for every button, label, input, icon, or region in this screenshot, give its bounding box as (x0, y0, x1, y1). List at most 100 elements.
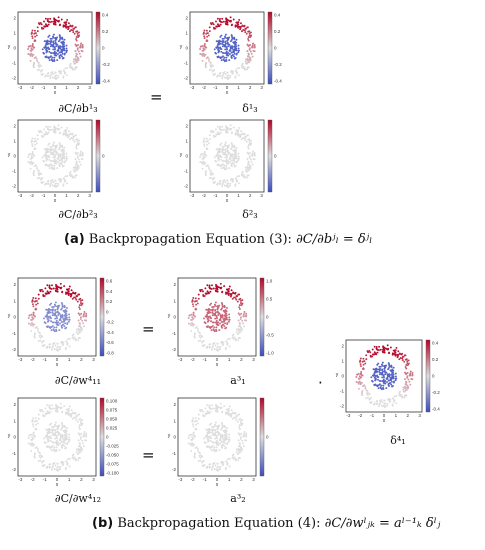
scatter-point (211, 314, 214, 317)
scatter-point (360, 381, 363, 384)
caption-b-label: (b) (92, 516, 114, 531)
scatter-point (359, 357, 362, 360)
colorbar-tick-label: -0.5 (266, 333, 274, 338)
scatter-point (47, 74, 50, 77)
scatter-point (194, 326, 197, 329)
scatter-point (214, 437, 217, 440)
scatter-point (49, 423, 51, 426)
scatter-point (46, 437, 49, 440)
scatter-point (221, 159, 224, 162)
scatter-point (216, 290, 219, 293)
scatter-point (32, 433, 35, 436)
caption-b-text: Backpropagation Equation (4): (117, 516, 321, 531)
scatter-point (203, 143, 206, 146)
scatter-point (34, 56, 37, 59)
scatter-point (75, 147, 78, 150)
scatter-point (55, 287, 57, 290)
scatter-point (219, 143, 222, 146)
scatter-point (66, 307, 68, 309)
scatter-point (242, 435, 245, 438)
scatter-point (56, 76, 59, 79)
scatter-point (235, 448, 238, 451)
scatter-point (200, 153, 202, 156)
scatter-point (376, 400, 379, 402)
scatter-point (57, 178, 60, 181)
scatter-point (54, 131, 57, 134)
scatter-point (64, 468, 67, 471)
scatter-point (373, 376, 376, 379)
scatter-point (221, 446, 224, 449)
scatter-point (215, 160, 218, 163)
scatter-point (40, 73, 43, 76)
scatter-point (56, 308, 59, 311)
scatter-point (46, 404, 49, 407)
scatter-point (208, 177, 211, 180)
scatter-point (239, 22, 242, 25)
scatter-point (72, 168, 75, 171)
scatter-point (57, 20, 59, 23)
scatter-point (198, 454, 201, 457)
scatter-point (203, 344, 206, 346)
scatter-point (49, 311, 52, 314)
scatter-point (80, 42, 83, 45)
x-axis-label: x (54, 198, 57, 204)
x-tick-label: 1 (65, 85, 68, 90)
plot-b-side: -3 -2 -1 0 1 2 3 2 1 0 -1 -2 x y 0.4 0.2 0 -0.2 -0.4 (334, 336, 444, 424)
scatter-point (209, 169, 212, 172)
y-tick-label: 1 (185, 31, 188, 36)
scatter-point (65, 157, 68, 160)
scatter-point (53, 77, 56, 80)
scatter-point (210, 422, 213, 425)
scatter-point (380, 384, 383, 387)
scatter-point (75, 160, 78, 163)
scatter-point (223, 178, 226, 181)
x-tick-label: -1 (41, 193, 45, 198)
colorbar-tick-label: 0.5 (266, 297, 273, 302)
scatter-point (70, 137, 73, 139)
scatter-point (206, 440, 209, 443)
colorbar-tick-label: 0.2 (432, 357, 439, 362)
scatter-point (63, 146, 66, 149)
scatter-point (60, 461, 63, 464)
scatter-point (56, 428, 59, 431)
scatter-point (42, 290, 44, 293)
scatter-point (205, 308, 208, 311)
scatter-point (386, 381, 388, 383)
scatter-point (238, 442, 241, 445)
scatter-point (39, 64, 42, 67)
scatter-point (227, 159, 230, 162)
scatter-point (364, 385, 367, 388)
scatter-point (83, 445, 85, 448)
scatter-point (41, 344, 44, 347)
scatter-point (228, 313, 231, 316)
scatter-point (81, 419, 84, 422)
scatter-point (234, 412, 237, 415)
scatter-point (191, 420, 194, 423)
scatter-point (407, 359, 410, 362)
scatter-point (374, 379, 377, 382)
scatter-point (193, 443, 196, 446)
scatter-point (77, 459, 80, 462)
scatter-point (237, 51, 240, 54)
colorbar-tick-label: -0.050 (106, 453, 119, 458)
x-axis-label: x (383, 418, 386, 424)
scatter-point (201, 464, 204, 467)
scatter-point (209, 64, 212, 67)
scatter-point (219, 48, 222, 50)
scatter-point (402, 386, 405, 389)
scatter-point (32, 444, 35, 447)
scatter-point (225, 435, 227, 438)
scatter-point (237, 49, 240, 52)
x-tick-label: 3 (92, 357, 95, 362)
y-tick-label: 0 (173, 435, 176, 440)
scatter-point (219, 56, 222, 59)
scatter-point (238, 448, 241, 451)
scatter-point (234, 164, 237, 167)
scatter-point (224, 428, 227, 431)
scatter-point (243, 325, 245, 328)
scatter-point (236, 175, 239, 178)
scatter-point (74, 134, 77, 137)
scatter-point (225, 167, 228, 170)
scatter-point (245, 319, 248, 322)
